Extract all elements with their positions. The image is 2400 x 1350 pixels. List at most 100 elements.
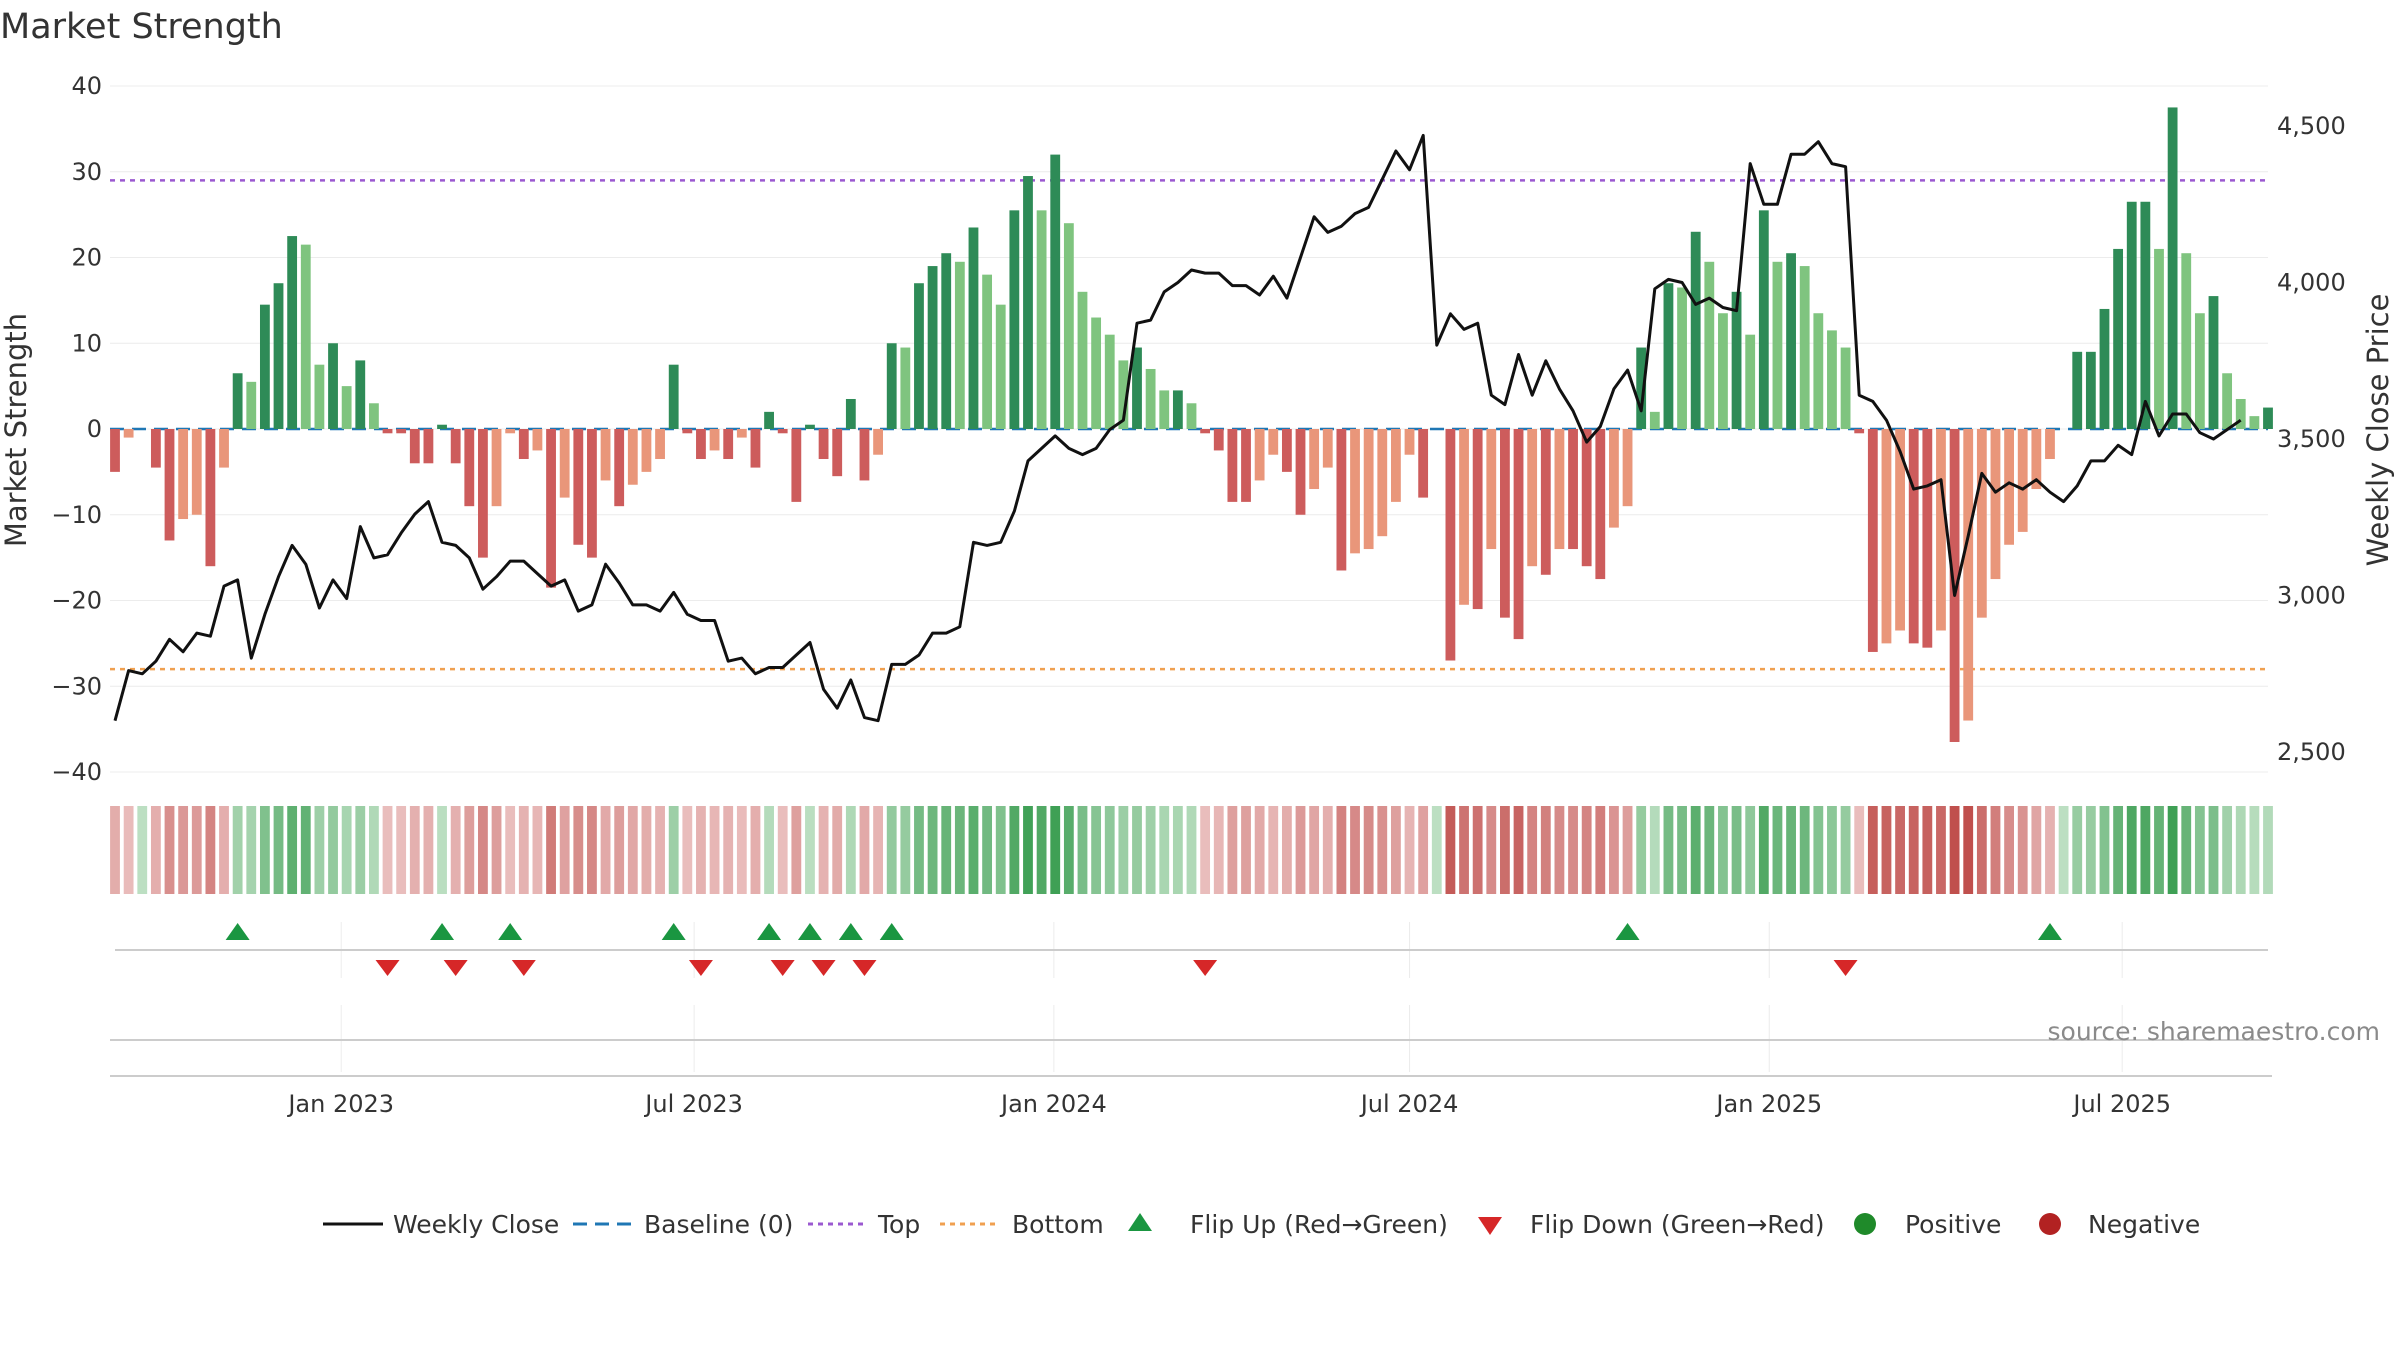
- heat-cell: [1758, 806, 1769, 894]
- strength-bar: [287, 236, 298, 429]
- flip-up-marker: [430, 923, 455, 940]
- heat-cell: [791, 806, 802, 894]
- flip-up-marker: [225, 923, 250, 940]
- heat-cell: [110, 806, 120, 894]
- legend-flip-down-swatch: [1478, 1217, 1502, 1235]
- strength-bar: [1445, 429, 1456, 661]
- lower-empty-panel: [110, 1039, 2272, 1077]
- y-tick-label: −40: [51, 758, 102, 786]
- strength-bar: [2222, 373, 2233, 429]
- heat-cell: [1690, 806, 1701, 894]
- heat-cell: [1731, 806, 1742, 894]
- strength-bar: [873, 429, 883, 455]
- y-axis-label: Market Strength: [0, 313, 33, 547]
- heat-cell: [873, 806, 883, 894]
- heat-cell: [668, 806, 679, 894]
- strength-bar: [368, 403, 379, 429]
- strength-bar: [110, 429, 120, 472]
- heat-cell: [818, 806, 829, 894]
- flip-down-marker: [811, 960, 836, 976]
- legend-bottom-label: Bottom: [1012, 1210, 1104, 1239]
- strength-bar: [232, 373, 243, 429]
- strength-bar: [696, 429, 706, 460]
- heat-cell: [750, 806, 761, 894]
- strength-bar: [355, 360, 366, 429]
- heat-cell: [1472, 806, 1483, 894]
- heat-cell: [1867, 806, 1878, 894]
- heat-cell: [1309, 806, 1320, 894]
- y2-axis-ticks: 4,500 4,000 3,500 3,000 2,500: [2277, 112, 2346, 766]
- heat-cell: [2249, 806, 2260, 894]
- strength-bar: [1254, 429, 1265, 481]
- strength-bar: [1609, 429, 1619, 528]
- strength-bar: [1854, 429, 1865, 434]
- heat-cell: [396, 806, 407, 894]
- strength-bar: [464, 429, 475, 507]
- strength-bar: [341, 386, 352, 429]
- strength-heat-strip: [110, 806, 2273, 894]
- heat-cell: [927, 806, 938, 894]
- heat-cell: [1404, 806, 1415, 894]
- strength-bar: [1677, 287, 1687, 429]
- heat-cell: [355, 806, 366, 894]
- flip-down-marker: [375, 960, 400, 976]
- strength-bar: [1350, 429, 1360, 554]
- strength-bar: [1840, 347, 1851, 429]
- strength-bar: [178, 429, 189, 520]
- flip-up-marker: [879, 923, 904, 940]
- heat-cell: [437, 806, 447, 894]
- strength-bar: [1554, 429, 1565, 550]
- strength-bar: [1663, 283, 1674, 429]
- heat-cell: [1718, 806, 1728, 894]
- heat-cell: [409, 806, 420, 894]
- strength-bar: [559, 429, 570, 498]
- heat-cell: [259, 806, 270, 894]
- heat-cell: [164, 806, 175, 894]
- strength-bar: [1690, 231, 1701, 429]
- heat-cell: [1377, 806, 1388, 894]
- strength-bar: [2099, 308, 2110, 429]
- heat-cell: [2072, 806, 2083, 894]
- heat-cell: [2031, 806, 2042, 894]
- heat-cell: [1486, 806, 1497, 894]
- heat-cell: [682, 806, 693, 894]
- heat-cell: [1336, 806, 1347, 894]
- y2-axis-label: Weekly Close Price: [2361, 294, 2395, 567]
- strength-bar: [668, 364, 679, 429]
- heat-cell: [587, 806, 597, 894]
- heat-cell: [1581, 806, 1592, 894]
- heat-cell: [2167, 806, 2178, 894]
- strength-bar: [423, 429, 434, 464]
- strength-bar: [1799, 266, 1810, 429]
- strength-bar: [328, 343, 338, 429]
- y2-tick-label: 3,500: [2277, 425, 2346, 453]
- strength-bar: [1758, 210, 1769, 429]
- flip-up-marker: [838, 923, 863, 940]
- heat-cell: [1268, 806, 1279, 894]
- strength-bar: [314, 364, 325, 429]
- strength-bar: [191, 429, 202, 515]
- legend-flip-up-label: Flip Up (Red→Green): [1190, 1210, 1448, 1239]
- heat-cell: [464, 806, 475, 894]
- heat-cell: [1922, 806, 1933, 894]
- heat-cell: [1459, 806, 1469, 894]
- heat-cell: [1677, 806, 1687, 894]
- strength-bar: [573, 429, 584, 545]
- flip-up-marker: [2037, 923, 2062, 940]
- heat-cell: [709, 806, 720, 894]
- heat-cell: [123, 806, 134, 894]
- strength-bar: [941, 253, 952, 429]
- heat-cell: [1609, 806, 1619, 894]
- strength-bar: [1063, 223, 1074, 429]
- strength-bar: [1023, 176, 1033, 429]
- strength-bar: [164, 429, 175, 541]
- heat-cell: [1322, 806, 1333, 894]
- strength-bar: [1513, 429, 1524, 640]
- strength-bar: [709, 429, 720, 451]
- heat-cell: [178, 806, 189, 894]
- strength-bar: [2031, 429, 2042, 490]
- legend-negative-label: Negative: [2088, 1210, 2200, 1239]
- heat-cell: [886, 806, 897, 894]
- heat-cell: [1104, 806, 1115, 894]
